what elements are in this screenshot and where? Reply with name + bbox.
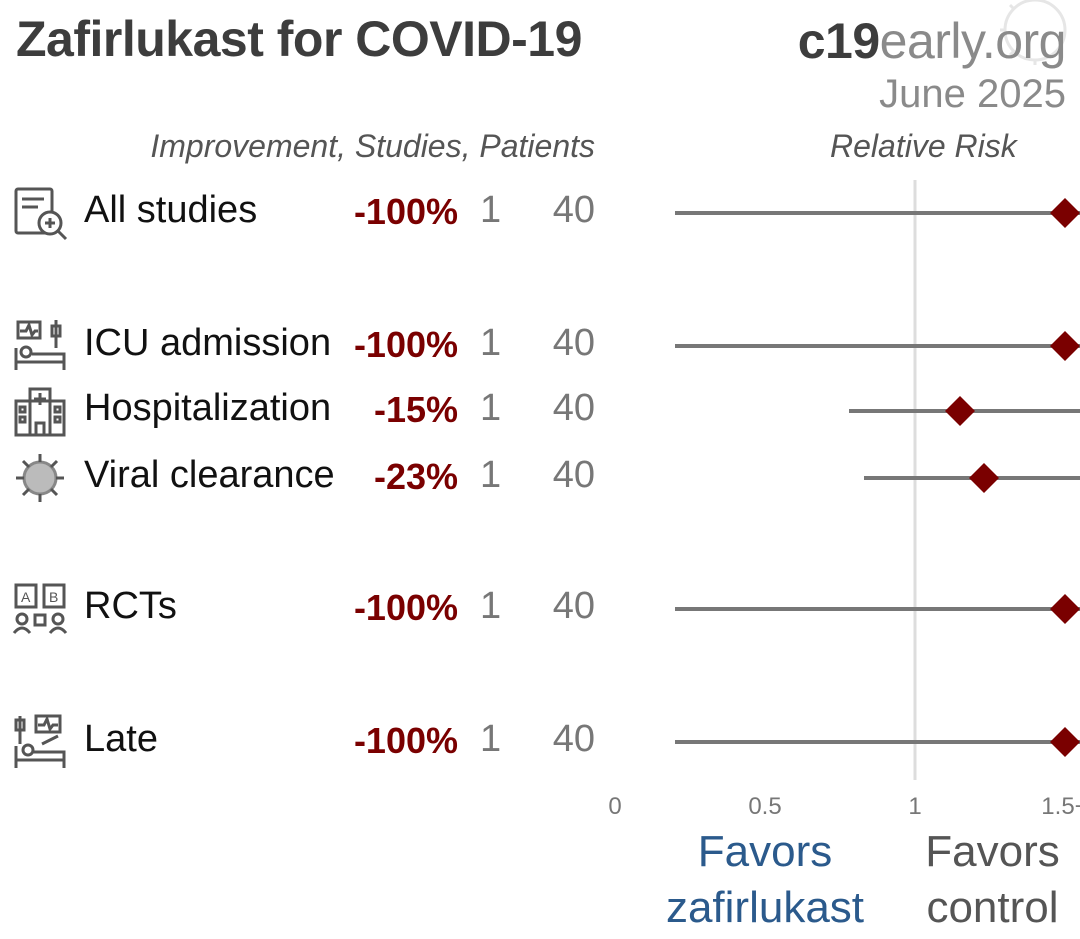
x-tick-label: 1 <box>908 793 921 820</box>
brand-mid: early <box>879 13 983 69</box>
row-label: ICU admission <box>84 322 332 364</box>
studies-count: 1 <box>480 322 502 364</box>
rr-point-marker <box>945 396 975 426</box>
chart-title: Zafirlukast for COVID-19 <box>16 11 582 67</box>
row-label: Hospitalization <box>84 387 332 429</box>
favors-control-line1: Favors <box>925 827 1060 876</box>
improvement-value: -100% <box>353 191 458 232</box>
improvement-value: -15% <box>373 389 458 430</box>
x-tick-label: 0.5 <box>748 793 781 820</box>
patients-count: 40 <box>552 387 595 429</box>
x-tick-label: 1.5+ <box>1041 793 1080 820</box>
rr-point-marker <box>1050 198 1080 228</box>
svg-text:B: B <box>49 589 58 605</box>
patients-count: 40 <box>552 322 595 364</box>
favors-control-line2: control <box>926 883 1059 932</box>
row-label: All studies <box>84 189 258 231</box>
document-search-icon <box>14 187 68 241</box>
brand-tld: .org <box>981 13 1067 69</box>
svg-text:A: A <box>21 589 31 605</box>
patients-count: 40 <box>552 718 595 760</box>
studies-count: 1 <box>480 387 502 429</box>
favors-control-label: Favors control <box>880 824 1080 936</box>
rr-point-marker <box>969 463 999 493</box>
patients-count: 40 <box>552 585 595 627</box>
axis-title: Relative Risk <box>830 128 1017 164</box>
brand-logo[interactable]: c19early.org <box>797 12 1067 70</box>
brand-bold: c19 <box>797 13 880 69</box>
publication-date: June 2025 <box>879 72 1066 116</box>
rr-point-marker <box>1050 727 1080 757</box>
studies-count: 1 <box>480 585 502 627</box>
rr-point-marker <box>1050 594 1080 624</box>
patients-count: 40 <box>552 189 595 231</box>
rr-point-marker <box>1050 331 1080 361</box>
studies-count: 1 <box>480 454 502 496</box>
favors-treatment-line2: zafirlukast <box>665 883 865 932</box>
late-treatment-icon <box>14 714 66 768</box>
studies-count: 1 <box>480 718 502 760</box>
icu-bed-icon <box>14 320 66 370</box>
row-label: Viral clearance <box>84 454 335 496</box>
patients-count: 40 <box>552 454 595 496</box>
favors-treatment-label: Favors zafirlukast <box>640 824 890 936</box>
improvement-value: -100% <box>353 324 458 365</box>
favors-treatment-line1: Favors <box>697 827 833 876</box>
hospital-icon <box>14 387 66 437</box>
x-tick-label: 0 <box>608 793 621 820</box>
improvement-value: -100% <box>353 587 458 628</box>
studies-count: 1 <box>480 189 502 231</box>
row-label: Late <box>84 718 158 760</box>
improvement-value: -23% <box>373 456 458 497</box>
improvement-value: -100% <box>353 720 458 761</box>
virus-watermark-icon <box>1000 0 1067 65</box>
row-label: RCTs <box>84 585 177 627</box>
left-column-header: Improvement, Studies, Patients <box>150 128 595 164</box>
virus-icon <box>16 454 64 502</box>
